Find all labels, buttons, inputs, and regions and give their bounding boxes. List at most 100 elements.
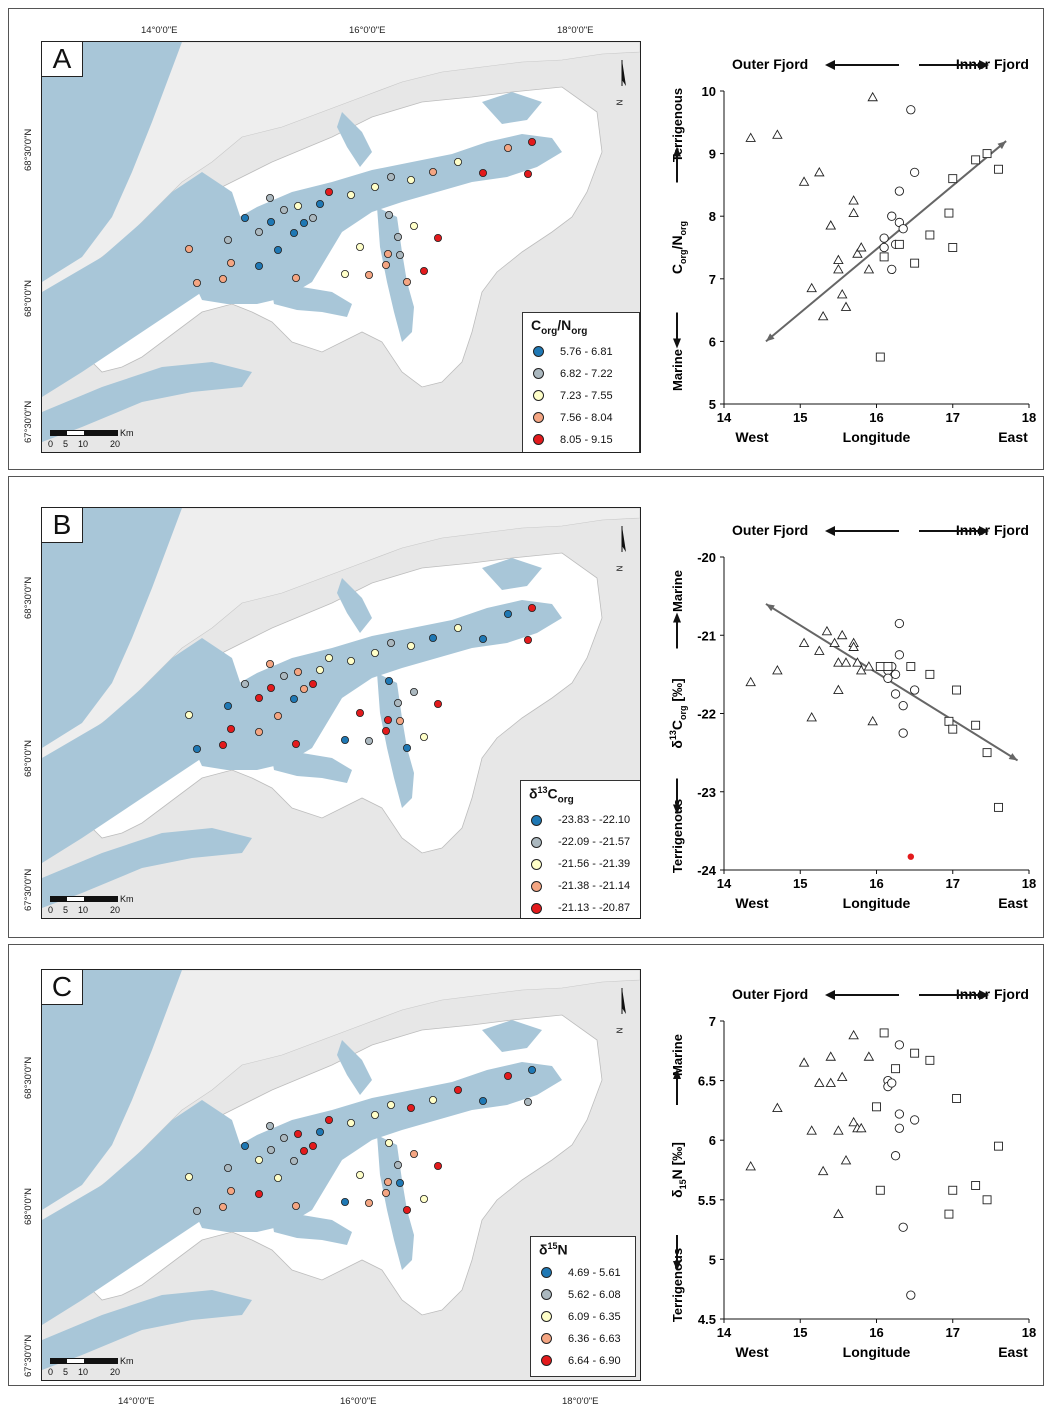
- vestfjord-outer: [42, 638, 242, 863]
- scale-unit: Km: [120, 894, 134, 904]
- lat-label: 67°30'0"N: [23, 1334, 34, 1377]
- svg-text:Corg​/Norg​: Corg​/Norg​: [669, 221, 688, 274]
- data-point-triangle: [855, 1122, 867, 1133]
- data-point-triangle: [825, 1077, 837, 1087]
- data-point-square: [944, 716, 954, 726]
- sampling-station: [254, 1189, 263, 1198]
- sampling-station: [308, 1141, 317, 1150]
- scale-tick: 20: [110, 905, 121, 915]
- y-tick-label: 9: [709, 147, 716, 162]
- sampling-station: [291, 739, 300, 748]
- x-tick-label: 17: [946, 1325, 960, 1340]
- sampling-station: [240, 213, 249, 222]
- sampling-station: [383, 249, 392, 258]
- lon-label: 14°0'0"E: [141, 25, 178, 36]
- sampling-station: [254, 1155, 263, 1164]
- inner-fjord-label: Inner Fjord: [956, 522, 1029, 538]
- sampling-station: [364, 736, 373, 745]
- sampling-station: [381, 726, 390, 735]
- sampling-station: [503, 144, 512, 153]
- data-point-circle: [894, 1123, 905, 1133]
- southern-arm: [272, 1215, 352, 1245]
- sampling-station: [419, 732, 428, 741]
- x-tick-label: 15: [793, 876, 807, 891]
- sampling-station: [406, 641, 415, 650]
- outer-fjord-label: Outer Fjord: [732, 56, 808, 72]
- y-tick-label: -23: [697, 785, 716, 800]
- north-label: N: [615, 1027, 625, 1034]
- data-point-circle: [906, 105, 916, 115]
- y-tick-label: 5.5: [698, 1193, 716, 1208]
- legend-item: -22.09 - -21.57: [529, 831, 633, 853]
- y-tick-label: 6.5: [698, 1074, 716, 1089]
- sampling-station: [265, 1121, 274, 1130]
- data-point-square: [994, 164, 1003, 174]
- scale-unit: Km: [120, 428, 134, 438]
- data-point-triangle: [814, 645, 825, 655]
- sampling-station: [218, 740, 227, 749]
- sampling-station: [315, 665, 324, 674]
- data-point-square: [982, 748, 992, 758]
- legend: δ13Corg -23.83 - -22.10 -22.09 - -21.57 …: [520, 780, 640, 918]
- data-point-triangle: [825, 220, 837, 230]
- sampling-station: [346, 1118, 355, 1127]
- x-axis-label: Longitude: [843, 429, 911, 445]
- x-axis-label: Longitude: [843, 1344, 911, 1360]
- open-sea: [42, 970, 182, 1210]
- y-tick-label: 6: [709, 334, 716, 349]
- y-tick-label: 10: [702, 84, 716, 99]
- sampling-station: [428, 168, 437, 177]
- svg-text:δ15​N [‰]: δ15​N [‰]: [669, 1142, 688, 1198]
- data-point-circle: [887, 1078, 897, 1088]
- x-tick-label: 16: [869, 876, 883, 891]
- data-point-triangle: [840, 301, 852, 311]
- data-point-triangle: [855, 242, 867, 252]
- sampling-station: [346, 656, 355, 665]
- y-axis-label: Corg​/Norg​: [669, 221, 688, 274]
- data-point-square: [982, 149, 992, 159]
- vestfjord-outer: [42, 172, 242, 397]
- legend-item: 5.76 - 6.81: [531, 341, 631, 363]
- data-point-triangle: [814, 1077, 825, 1087]
- legend-item: -21.56 - -21.39: [529, 853, 633, 875]
- sampling-station: [254, 227, 263, 236]
- sampling-station: [370, 648, 379, 657]
- data-point-square: [971, 155, 981, 165]
- data-point-triangle: [855, 665, 867, 675]
- data-point-triangle: [833, 254, 844, 264]
- sampling-station: [402, 1205, 411, 1214]
- data-point-triangle: [863, 1051, 875, 1061]
- data-point-triangle: [848, 1116, 859, 1127]
- legend-item: 6.64 - 6.90: [539, 1350, 627, 1372]
- sampling-station: [279, 671, 288, 680]
- southern-arm: [377, 673, 414, 808]
- legend-item: 8.05 - 9.15: [531, 429, 631, 451]
- data-point-circle: [887, 264, 897, 275]
- data-point-circle: [890, 689, 901, 699]
- x-tick-label: 17: [946, 410, 960, 425]
- data-point-triangle: [863, 661, 875, 671]
- northern-arm: [337, 578, 372, 633]
- trend-arrow: [765, 603, 1019, 762]
- data-point-triangle: [829, 637, 840, 648]
- data-point-triangle: [848, 195, 859, 205]
- sampling-station: [386, 638, 395, 647]
- sampling-station: [395, 1178, 404, 1187]
- sampling-station: [279, 1133, 288, 1142]
- data-point-triangle: [806, 282, 817, 293]
- data-point-triangle: [798, 176, 810, 186]
- legend-item: -21.38 - -21.14: [529, 875, 633, 897]
- sampling-station: [419, 266, 428, 275]
- legend-item: 6.09 - 6.35: [539, 1306, 627, 1328]
- sampling-station: [381, 1188, 390, 1197]
- data-point-triangle: [833, 1125, 844, 1135]
- scale-tick: 0: [48, 905, 54, 915]
- data-point-triangle: [745, 676, 756, 687]
- sampling-station: [409, 221, 418, 230]
- west-label: West: [735, 895, 769, 911]
- sampling-station: [393, 1160, 402, 1169]
- scatter-chart-c: Outer Fjord Inner Fjord 14 15 16 17 18 4.5 5 5.5 6…: [654, 949, 1039, 1379]
- lat-label: 68°30'0"N: [23, 1056, 34, 1099]
- panel-b: B N Km 0 5 10 20 68°30'0"N δ13Corg -23.8…: [8, 476, 1044, 938]
- data-point-triangle: [840, 657, 852, 667]
